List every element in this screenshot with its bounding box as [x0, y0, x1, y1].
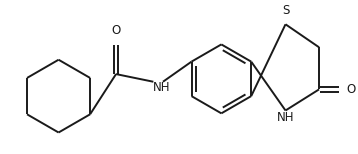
Text: O: O — [111, 24, 121, 37]
Text: S: S — [282, 4, 289, 17]
Text: NH: NH — [153, 81, 171, 94]
Text: NH: NH — [277, 111, 294, 124]
Text: O: O — [347, 83, 356, 96]
